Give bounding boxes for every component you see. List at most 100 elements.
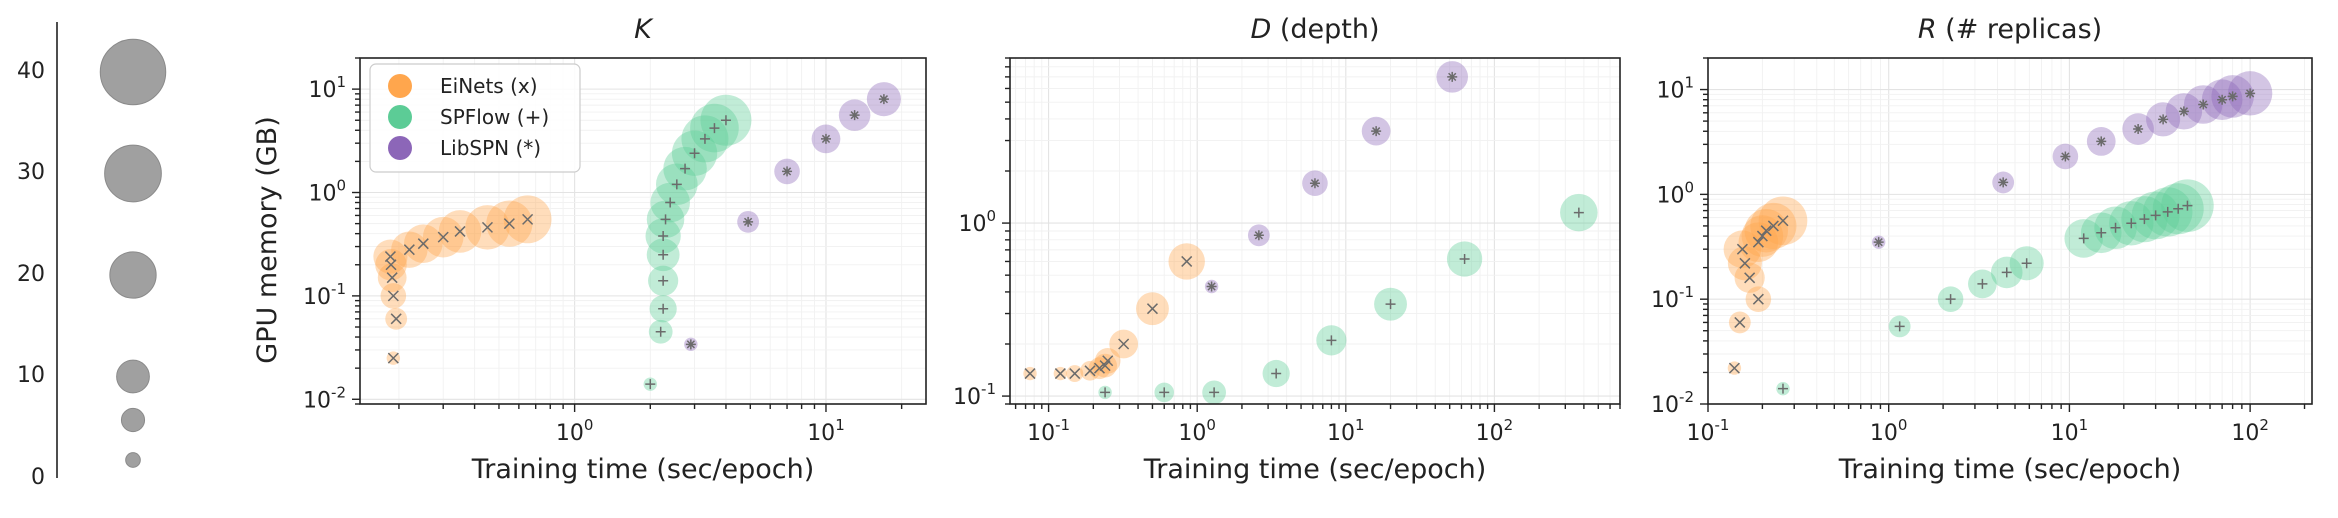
panel-title-var: D: [1250, 14, 1271, 45]
tick-base: 10: [1651, 288, 1679, 313]
marker-plus: [2021, 258, 2032, 269]
panel-title-rest: (# replicas): [1937, 14, 2103, 45]
marker-star: [1206, 281, 1217, 292]
tick-exponent: 1: [1684, 74, 1694, 92]
tick-exponent: -1: [981, 380, 996, 398]
marker-x: [1760, 225, 1772, 237]
marker-star: [2217, 94, 2228, 105]
tick-exponent: 0: [1206, 416, 1216, 434]
tick-exponent: 0: [1898, 416, 1908, 434]
tick-base: 10: [1027, 421, 1055, 446]
plot-area: [1708, 58, 2312, 404]
x-tick-label: 10-1: [1687, 416, 1730, 446]
marker-star: [2227, 91, 2238, 102]
x-tick-label: 101: [2051, 416, 2089, 446]
tick-exponent: 0: [584, 416, 594, 434]
y-axis-label: GPU memory (GB): [252, 116, 283, 363]
tick-base: 10: [1178, 421, 1206, 446]
marker-x: [503, 218, 515, 230]
marker-x: [1752, 236, 1764, 248]
legend-swatch-libspn: [388, 136, 412, 160]
x-axis-label-D: Training time (sec/epoch): [1143, 454, 1487, 485]
marker-x: [1146, 303, 1158, 315]
tick-exponent: -1: [331, 280, 346, 298]
marker-x: [1099, 360, 1111, 372]
legend-label-einets: EiNets (x): [440, 74, 538, 98]
marker-x: [386, 272, 398, 284]
tick-exponent: 1: [336, 73, 346, 91]
marker-x: [1736, 243, 1748, 255]
marker-star: [743, 216, 754, 227]
marker-plus: [1326, 335, 1337, 346]
y-tick-label: 100: [958, 207, 996, 237]
marker-star: [2198, 99, 2209, 110]
tick-exponent: 0: [1684, 178, 1694, 196]
marker-plus: [658, 230, 669, 241]
panel-R: R (# replicas) 10-1 100 101 10210-210-11001…: [1651, 14, 2313, 485]
marker-plus: [689, 148, 700, 159]
marker-plus: [680, 163, 691, 174]
legend-label-spflow: SPFlow (+): [440, 105, 549, 129]
marker-x: [1181, 255, 1193, 267]
marker-plus: [1573, 207, 1584, 218]
marker-x: [1084, 365, 1096, 377]
marker-x: [387, 290, 399, 302]
tick-exponent: -1: [1715, 416, 1730, 434]
y-tick-label: 101: [1656, 74, 1694, 104]
tick-base: 10: [1656, 183, 1684, 208]
tick-exponent: 0: [986, 207, 996, 225]
marker-x: [1024, 368, 1036, 380]
size-tick-label-10: 10: [17, 363, 45, 388]
marker-plus: [2173, 203, 2184, 214]
marker-plus: [671, 179, 682, 190]
marker-star: [685, 339, 696, 350]
marker-plus: [2096, 227, 2107, 238]
marker-star: [1873, 237, 1884, 248]
marker-x: [1777, 215, 1789, 227]
x-tick-label: 101: [807, 416, 845, 446]
tick-exponent: 2: [2259, 416, 2269, 434]
marker-plus: [1209, 387, 1220, 398]
tick-base: 10: [1656, 79, 1684, 104]
tick-base: 10: [1476, 421, 1504, 446]
marker-plus: [645, 379, 656, 390]
y-tick-label: 100: [308, 177, 346, 207]
marker-plus: [2126, 218, 2137, 229]
legend-box: [369, 63, 581, 173]
marker-plus: [1100, 387, 1111, 398]
tick-exponent: 1: [2079, 416, 2089, 434]
marker-plus: [1159, 387, 1170, 398]
marker-x: [454, 225, 466, 237]
marker-star: [2096, 136, 2107, 147]
marker-star: [2060, 151, 2071, 162]
panel-title-D: D (depth): [1250, 14, 1379, 45]
axes-frame: [1009, 57, 1621, 405]
tick-exponent: -2: [331, 383, 346, 401]
marker-x: [417, 238, 429, 250]
panel-title-K: K: [634, 14, 654, 45]
x-tick-label: 10-1: [1027, 416, 1070, 446]
axes-frame: [359, 57, 927, 405]
y-tick-label: 100: [1656, 178, 1694, 208]
marker-star: [820, 133, 831, 144]
legend: EiNets (x) SPFlow (+) LibSPN (*): [369, 63, 581, 173]
marker-star: [1371, 126, 1382, 137]
marker-x: [1728, 362, 1740, 374]
marker-plus: [1945, 294, 1956, 305]
tick-exponent: -1: [1679, 283, 1694, 301]
tick-exponent: -1: [1055, 416, 1070, 434]
marker-plus: [658, 275, 669, 286]
marker-plus: [1385, 299, 1396, 310]
marker-x: [481, 221, 493, 233]
x-axis-label-R: Training time (sec/epoch): [1838, 454, 2182, 485]
marker-star: [2178, 106, 2189, 117]
marker-star: [782, 166, 793, 177]
tick-exponent: 1: [835, 416, 845, 434]
panel-title-var: R: [1918, 14, 1937, 45]
marker-x: [1734, 316, 1746, 328]
marker-star: [878, 94, 889, 105]
markers: [384, 94, 889, 390]
legend-swatch-spflow: [388, 105, 412, 129]
